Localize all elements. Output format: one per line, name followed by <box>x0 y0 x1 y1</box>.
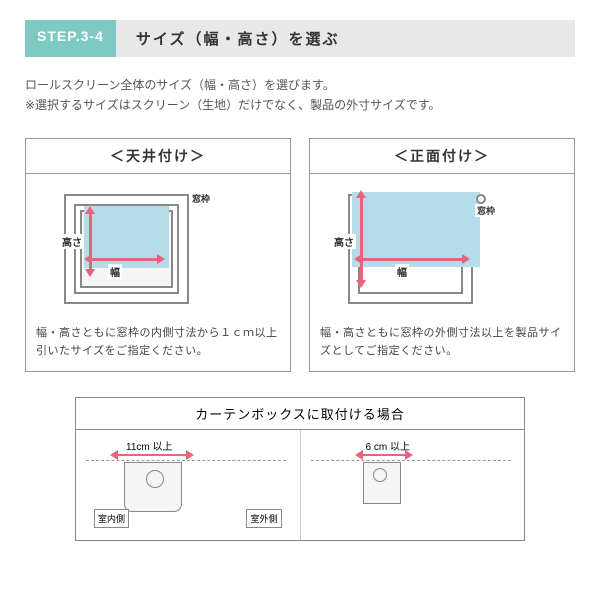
diagram-ceiling: 高さ 幅 窓枠 <box>36 186 280 316</box>
diagram-front: 高さ 幅 窓枠 <box>320 186 564 316</box>
box-right: 6 cm 以上 <box>301 430 525 540</box>
box-title: カーテンボックスに取付ける場合 <box>76 398 524 430</box>
curtain-box-section: カーテンボックスに取付ける場合 11cm 以上 室内側 室外側 6 cm 以上 <box>75 397 525 541</box>
step-badge: STEP.3-4 <box>25 20 116 57</box>
step-title: サイズ（幅・高さ）を選ぶ <box>116 20 575 57</box>
box-left: 11cm 以上 室内側 室外側 <box>76 430 301 540</box>
panel-title: ＜天井付け＞ <box>26 139 290 174</box>
description: ロールスクリーン全体のサイズ（幅・高さ）を選びます。 ※選択するサイズはスクリー… <box>25 75 575 116</box>
panel-desc: 幅・高さともに窓枠の外側寸法以上を製品サイズとしてご指定ください。 <box>320 324 564 361</box>
panel-desc: 幅・高さともに窓枠の内側寸法から１ｃｍ以上引いたサイズをご指定ください。 <box>36 324 280 361</box>
panels-row: ＜天井付け＞ 高さ 幅 窓枠 幅・高さともに窓枠の内側寸法から１ｃｍ以上引いたサ… <box>25 138 575 372</box>
panel-title: ＜正面付け＞ <box>310 139 574 174</box>
panel-front: ＜正面付け＞ 高さ 幅 窓枠 幅・高さともに窓枠の外側寸法以上を製品サイズとして… <box>309 138 575 372</box>
step-header: STEP.3-4 サイズ（幅・高さ）を選ぶ <box>25 20 575 57</box>
panel-ceiling: ＜天井付け＞ 高さ 幅 窓枠 幅・高さともに窓枠の内側寸法から１ｃｍ以上引いたサ… <box>25 138 291 372</box>
